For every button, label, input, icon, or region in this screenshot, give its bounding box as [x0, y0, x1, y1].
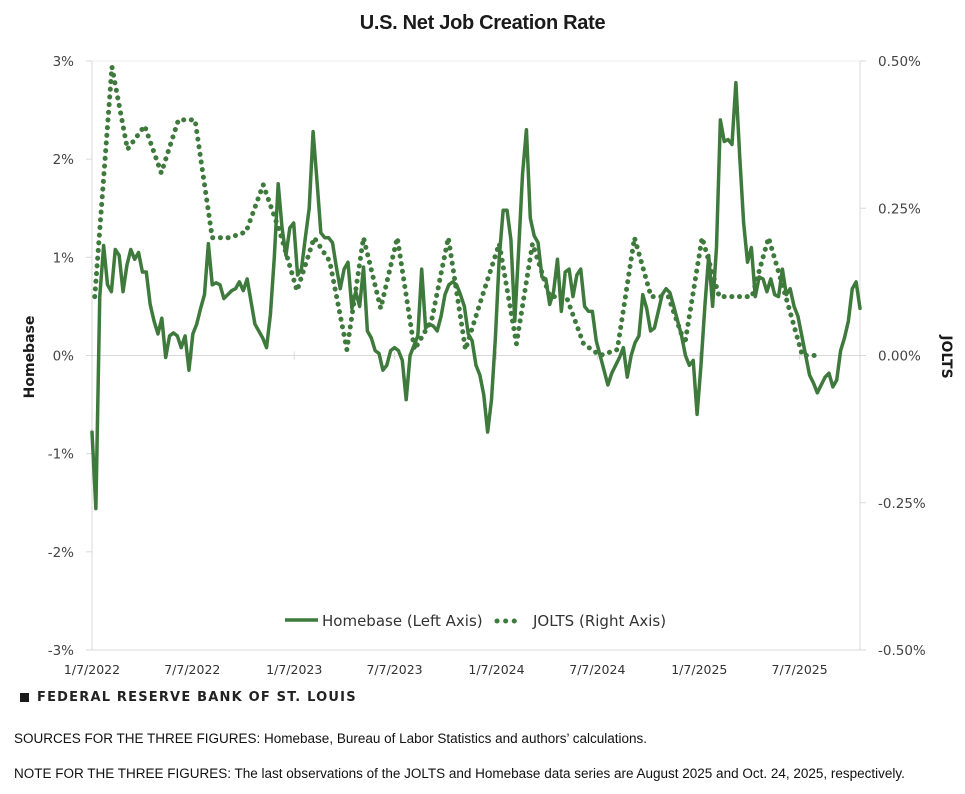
data-note: NOTE FOR THE THREE FIGURES: The last obs… [14, 766, 905, 781]
right-tick-label: 0.50% [878, 54, 921, 70]
legend-homebase-label: Homebase (Left Axis) [322, 612, 483, 630]
right-tick-label: -0.25% [878, 496, 926, 512]
brand-square-icon [20, 693, 29, 702]
left-tick-label: 3% [53, 54, 75, 70]
x-tick-label: 7/7/2024 [569, 662, 625, 677]
brand: FEDERAL RESERVE BANK OF ST. LOUIS [20, 690, 357, 705]
left-tick-label: 2% [53, 152, 75, 168]
right-tick-label: -0.50% [878, 643, 926, 659]
right-tick-label: 0.00% [878, 349, 921, 365]
left-tick-label: -2% [48, 545, 74, 561]
right-axis-title: JOLTS [938, 334, 954, 378]
x-tick-label: 7/7/2023 [366, 662, 422, 677]
x-tick-label: 1/7/2024 [468, 662, 524, 677]
jolts-series-line [92, 64, 823, 358]
chart-title: U.S. Net Job Creation Rate [359, 12, 606, 34]
chart-svg: 3% 2% 1% 0% -1% -2% -3% 0.50% 0.25% 0.00% -0.25% -0… [22, 54, 954, 677]
left-tick-label: -1% [48, 447, 74, 463]
left-tick-label: 0% [53, 349, 75, 365]
sources-note: SOURCES FOR THE THREE FIGURES: Homebase,… [14, 731, 647, 746]
left-axis-title: Homebase [22, 316, 38, 399]
x-tick-label: 7/7/2025 [772, 662, 828, 677]
x-tick-label: 1/7/2023 [266, 662, 322, 677]
x-tick-label: 1/7/2022 [64, 662, 120, 677]
x-tick-label: 1/7/2025 [671, 662, 727, 677]
left-tick-label: -3% [48, 643, 74, 659]
homebase-series-line [90, 80, 862, 511]
legend-jolts-label: JOLTS (Right Axis) [532, 612, 666, 630]
legend: Homebase (Left Axis) JOLTS (Right Axis) [285, 612, 666, 630]
right-tick-label: 0.25% [878, 201, 921, 217]
brand-name: FEDERAL RESERVE BANK OF ST. LOUIS [37, 690, 357, 705]
left-tick-label: 1% [53, 250, 75, 266]
x-tick-label: 7/7/2022 [164, 662, 220, 677]
